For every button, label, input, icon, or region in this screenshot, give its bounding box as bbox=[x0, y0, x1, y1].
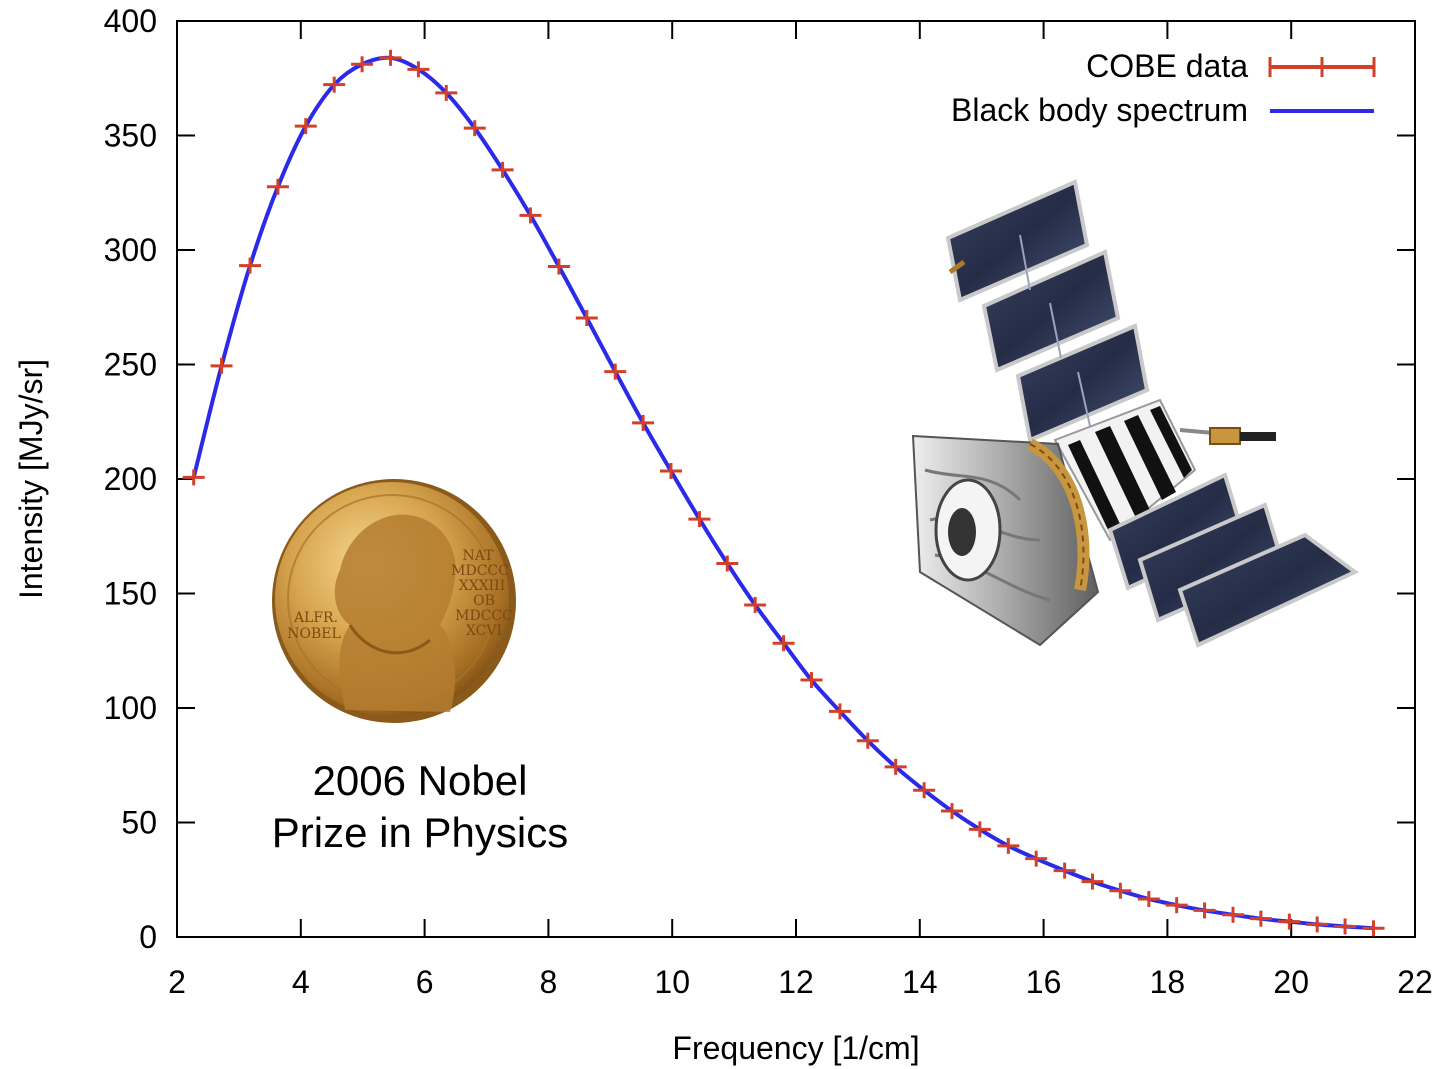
data-point-7 bbox=[379, 49, 402, 66]
y-tick-label-3: 150 bbox=[104, 576, 157, 612]
data-point-25 bbox=[884, 758, 907, 775]
data-point-41 bbox=[1334, 918, 1357, 935]
data-point-28 bbox=[968, 821, 991, 838]
data-point-10 bbox=[463, 120, 486, 137]
x-tick-label-6: 14 bbox=[902, 964, 938, 1000]
x-tick-label-2: 6 bbox=[416, 964, 434, 1000]
legend-label-black-body: Black body spectrum bbox=[951, 92, 1248, 128]
data-point-30 bbox=[1025, 850, 1048, 867]
data-point-16 bbox=[632, 414, 655, 431]
y-tick-label-1: 50 bbox=[121, 805, 157, 841]
data-point-35 bbox=[1165, 897, 1188, 914]
data-point-31 bbox=[1053, 862, 1076, 879]
tick-labels: 2 4 6 8 10 12 14 16 18 20 22 0 50 100 150 200 250 300 350 4… bbox=[104, 3, 1433, 1000]
medal-right-line-4: OB bbox=[473, 593, 495, 609]
satellite-cone bbox=[911, 434, 1100, 647]
data-point-22 bbox=[800, 672, 823, 689]
y-tick-label-5: 250 bbox=[104, 347, 157, 383]
data-point-33 bbox=[1109, 882, 1132, 899]
data-point-15 bbox=[604, 363, 627, 380]
legend-label-cobe-data: COBE data bbox=[1086, 48, 1248, 84]
y-tick-label-2: 100 bbox=[104, 690, 157, 726]
medal-left-text-2: NOBEL bbox=[287, 626, 341, 642]
x-tick-label-10: 22 bbox=[1397, 964, 1433, 1000]
data-point-4 bbox=[294, 118, 317, 135]
series-points-cobe-data bbox=[182, 49, 1385, 937]
medal-left-text-1: ALFR. bbox=[293, 610, 338, 626]
y-axis-label: Intensity [MJy/sr] bbox=[13, 359, 49, 599]
data-point-14 bbox=[575, 310, 598, 327]
data-point-8 bbox=[407, 61, 430, 78]
data-point-40 bbox=[1306, 916, 1329, 933]
x-tick-label-7: 16 bbox=[1026, 964, 1062, 1000]
x-tick-label-1: 4 bbox=[292, 964, 310, 1000]
x-tick-label-8: 18 bbox=[1150, 964, 1186, 1000]
data-point-32 bbox=[1081, 873, 1104, 890]
data-point-1 bbox=[210, 357, 233, 374]
x-tick-label-4: 10 bbox=[654, 964, 690, 1000]
x-axis-label: Frequency [1/cm] bbox=[672, 1030, 919, 1066]
data-point-26 bbox=[913, 782, 936, 799]
data-point-2 bbox=[239, 257, 262, 274]
data-point-38 bbox=[1249, 910, 1272, 927]
data-point-24 bbox=[856, 732, 879, 749]
x-tick-label-5: 12 bbox=[778, 964, 814, 1000]
annotation-line-1: 2006 Nobel bbox=[313, 757, 528, 804]
medal-right-line-5: MDCCC bbox=[455, 608, 513, 624]
annotation-line-2: Prize in Physics bbox=[272, 809, 568, 856]
data-point-20 bbox=[744, 596, 767, 613]
axis-ticks bbox=[176, 20, 1416, 938]
data-point-0 bbox=[182, 469, 205, 486]
x-tick-label-9: 20 bbox=[1273, 964, 1309, 1000]
solar-panel-lower bbox=[1107, 472, 1359, 648]
y-tick-label-4: 200 bbox=[104, 461, 157, 497]
medal-right-line-6: XCVI bbox=[466, 623, 502, 639]
data-point-19 bbox=[716, 555, 739, 572]
satellite-illustration bbox=[911, 179, 1359, 648]
data-point-12 bbox=[519, 207, 542, 224]
nobel-medal-illustration: ALFR. NOBEL NAT MDCCC XXXIII OB MDCCC XC… bbox=[272, 479, 516, 723]
medal-right-line-1: NAT bbox=[463, 548, 495, 564]
data-point-36 bbox=[1193, 902, 1216, 919]
y-tick-label-8: 400 bbox=[104, 3, 157, 39]
medal-right-line-2: MDCCC bbox=[451, 563, 509, 579]
x-tick-label-3: 8 bbox=[540, 964, 558, 1000]
y-tick-label-0: 0 bbox=[139, 919, 157, 955]
legend-sample-cobe-data bbox=[1268, 57, 1376, 77]
data-point-23 bbox=[828, 703, 851, 720]
x-tick-label-0: 2 bbox=[168, 964, 186, 1000]
data-point-34 bbox=[1137, 890, 1160, 907]
y-tick-label-7: 350 bbox=[104, 118, 157, 154]
data-point-17 bbox=[659, 462, 682, 479]
data-point-37 bbox=[1222, 906, 1245, 923]
data-point-21 bbox=[772, 635, 795, 652]
data-point-29 bbox=[997, 837, 1020, 854]
data-point-5 bbox=[323, 76, 346, 93]
data-point-39 bbox=[1278, 913, 1301, 930]
data-point-6 bbox=[351, 56, 374, 73]
solar-panel-upper bbox=[945, 179, 1150, 443]
data-point-42 bbox=[1362, 920, 1385, 937]
medal-right-line-3: XXXIII bbox=[459, 578, 506, 594]
legend: COBE data Black body spectrum bbox=[951, 48, 1376, 128]
data-point-18 bbox=[688, 511, 711, 528]
data-point-9 bbox=[435, 84, 458, 101]
data-point-11 bbox=[491, 161, 514, 178]
data-point-3 bbox=[266, 178, 289, 195]
data-point-13 bbox=[547, 258, 570, 275]
data-point-27 bbox=[940, 803, 963, 820]
y-tick-label-6: 300 bbox=[104, 232, 157, 268]
satellite-body bbox=[1053, 398, 1276, 542]
